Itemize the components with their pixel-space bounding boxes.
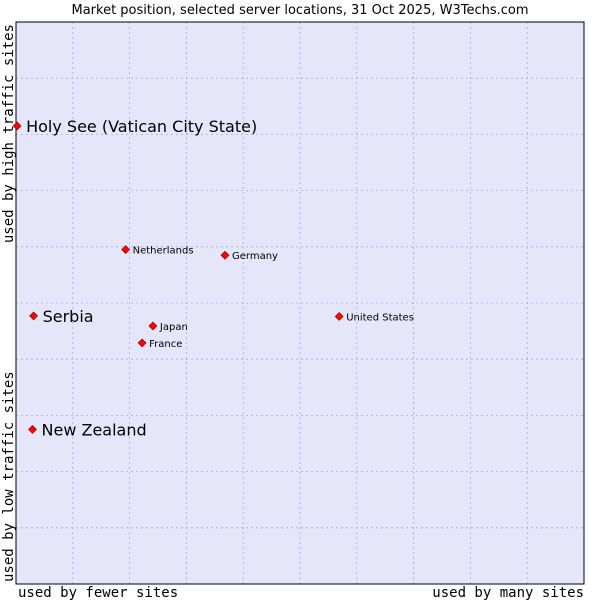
data-point-france bbox=[137, 338, 147, 348]
data-label-united-states: United States bbox=[346, 313, 414, 324]
data-point-netherlands bbox=[121, 245, 131, 255]
data-label-germany: Germany bbox=[232, 251, 278, 262]
data-point-japan bbox=[148, 321, 158, 331]
x-axis-label-left: used by fewer sites bbox=[18, 585, 178, 600]
data-points: Holy See (Vatican City State) Netherlands… bbox=[12, 117, 414, 439]
data-label-france: France bbox=[149, 339, 182, 350]
plot-border bbox=[15, 21, 585, 585]
data-point-new-zealand bbox=[28, 424, 37, 434]
chart-title: Market position, selected server locatio… bbox=[71, 3, 528, 18]
data-label-holy-see-vatican-city-state: Holy See (Vatican City State) bbox=[26, 117, 257, 136]
data-label-japan: Japan bbox=[159, 322, 188, 333]
data-label-serbia: Serbia bbox=[43, 307, 94, 326]
data-point-serbia bbox=[29, 311, 39, 321]
y-axis-label-bottom: used by low traffic sites bbox=[1, 371, 17, 582]
plot-border-rect bbox=[15, 21, 585, 585]
data-label-netherlands: Netherlands bbox=[133, 246, 194, 257]
data-point-holy-see-vatican-city-state bbox=[12, 121, 22, 131]
grid-lines bbox=[16, 22, 584, 584]
data-label-new-zealand: New Zealand bbox=[42, 420, 147, 439]
x-axis-label-right: used by many sites bbox=[432, 585, 584, 600]
data-point-germany bbox=[220, 250, 230, 260]
y-axis-label-top: used by high traffic sites bbox=[1, 24, 17, 243]
data-point-united-states bbox=[334, 312, 344, 321]
